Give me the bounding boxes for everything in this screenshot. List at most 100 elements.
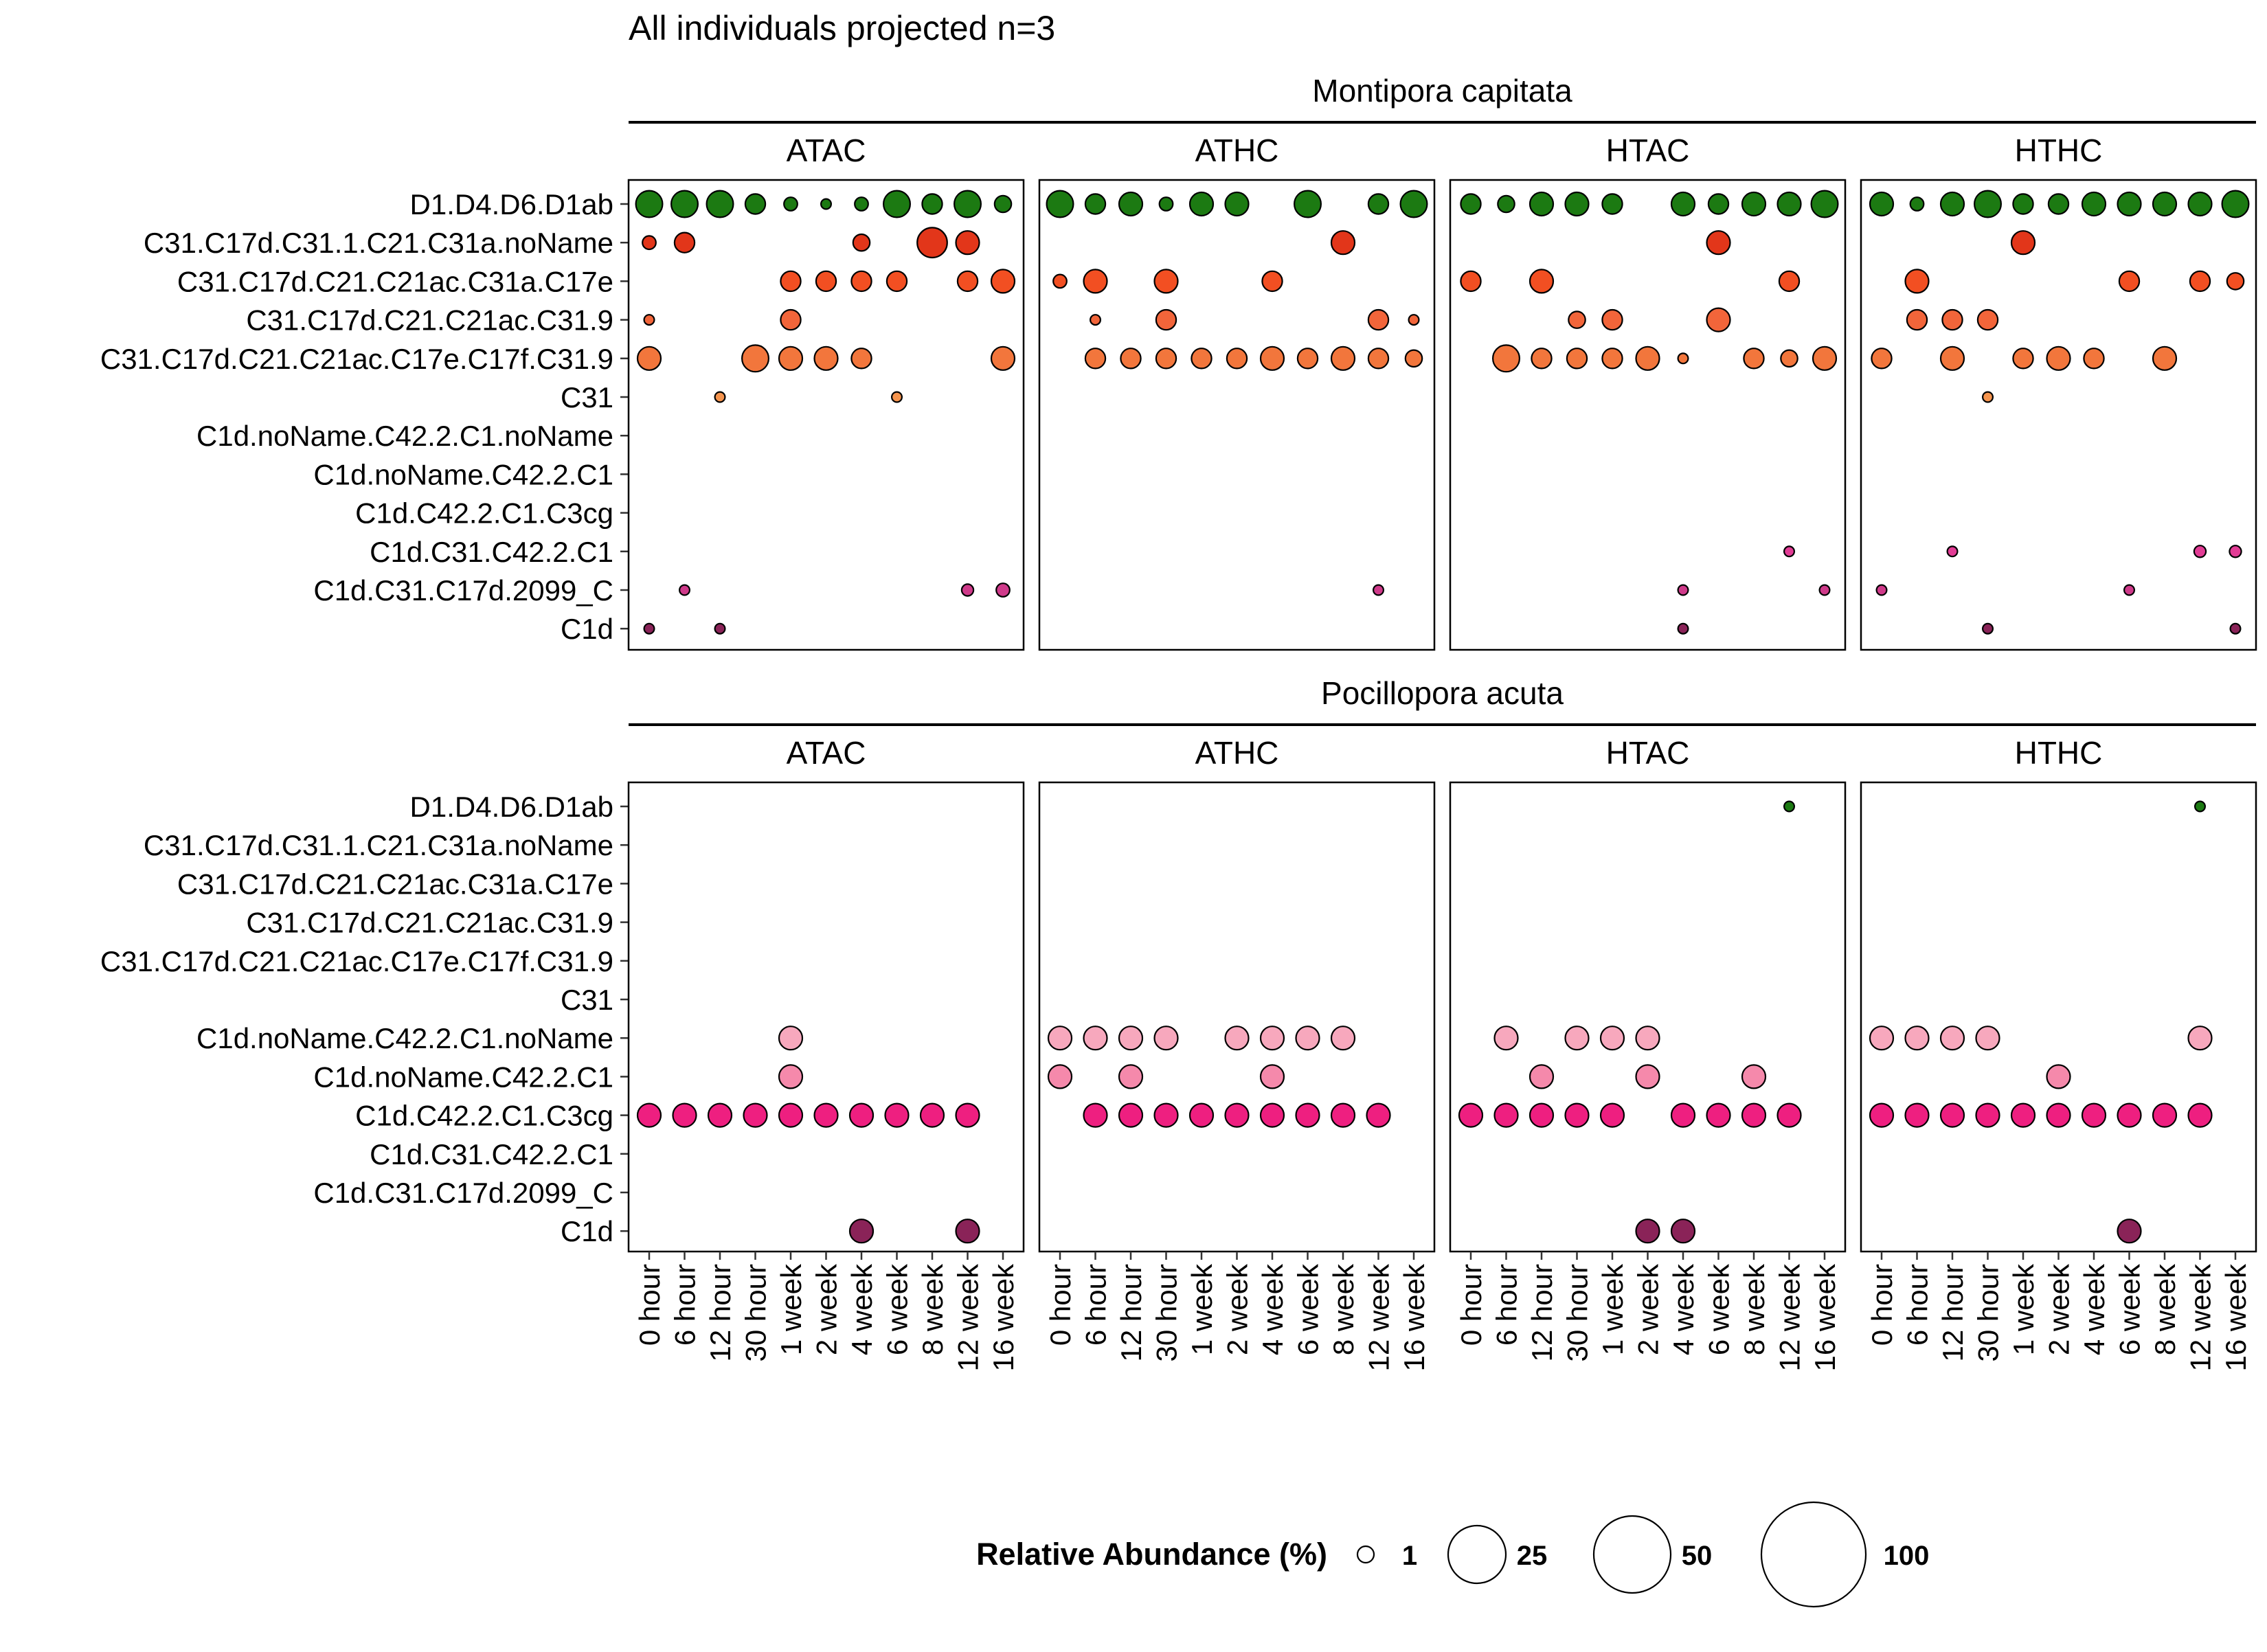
y-tick-label: C1d.C31.C42.2.C1 (370, 536, 613, 568)
bubble-point (1153, 269, 1179, 294)
facet-panel (1449, 781, 1847, 1253)
legend-title: Relative Abundance (%) (976, 1537, 1327, 1572)
bubble-point (1367, 308, 1390, 331)
bubble-point (1083, 269, 1108, 294)
bubble-point (1259, 1026, 1285, 1051)
y-tick-label: C1d.C31.C17d.2099_C (313, 1177, 613, 1209)
y-tick-label: D1.D4.D6.D1ab (410, 791, 613, 823)
bubble-point (1408, 314, 1420, 326)
y-tick-label: C1d.C42.2.C1.C3cg (355, 1100, 613, 1132)
bubble-point (1191, 348, 1213, 370)
bubble-point (1670, 1102, 1696, 1128)
y-tick-label: C31.C17d.C21.C21ac.C31a.C17e (177, 868, 613, 900)
facet-label-athc: ATHC (1195, 735, 1279, 771)
facet-label-athc: ATHC (1195, 133, 1279, 168)
x-tick-label: 0 hour (633, 1264, 666, 1346)
bubble-point (1869, 191, 1895, 217)
bubble-point (1783, 545, 1796, 558)
x-tick-label: 16 week (2220, 1263, 2252, 1371)
bubble-point (1974, 190, 2003, 218)
bubble-point (955, 1219, 980, 1244)
bubble-point (2081, 1102, 2107, 1128)
bubble-point (813, 1102, 839, 1128)
bubble-point (1871, 348, 1893, 370)
bubble-point (1367, 348, 1390, 370)
legend-value-label: 25 (1517, 1541, 1548, 1571)
bubble-point (1052, 273, 1068, 289)
bubble-point (672, 1102, 697, 1128)
chart-title: All individuals projected n=3 (629, 9, 1055, 47)
bubble-point (780, 270, 802, 293)
plot-layer: Montipora capitata D1.D4.D6.D1ab C31.C17d.… (100, 73, 2257, 1371)
bubble-point (1295, 1026, 1320, 1051)
bubble-point (1976, 308, 1999, 331)
x-tick-label: 30 hour (1151, 1264, 1183, 1361)
bubble-point (1677, 584, 1689, 596)
bubble-point (1084, 193, 1107, 215)
bubble-point (995, 582, 1011, 598)
species-strip-label: Montipora capitata (1312, 73, 1572, 109)
bubble-point (1399, 190, 1428, 218)
bubble-point (1635, 1219, 1660, 1244)
bubble-point (1564, 191, 1590, 217)
bubble-point (1677, 622, 1689, 635)
bubble-point (1743, 348, 1765, 370)
y-tick-label: D1.D4.D6.D1ab (410, 188, 613, 220)
bubble-point (1367, 193, 1390, 215)
bubble-point (852, 233, 871, 252)
bubble-point (953, 190, 982, 218)
bubble-point (1599, 1026, 1625, 1051)
facet-panel (1860, 781, 2257, 1253)
bubble-point (1259, 346, 1285, 371)
x-tick-label: 6 week (1292, 1263, 1324, 1355)
bubble-point (1975, 1102, 2000, 1128)
bubble-point (919, 1102, 945, 1128)
bubble-point (2221, 190, 2250, 218)
bubble-point (1293, 190, 1322, 218)
x-tick-label: 12 hour (1937, 1264, 1969, 1361)
x-tick-label: 2 week (1632, 1263, 1665, 1355)
bubble-point (1939, 1026, 1965, 1051)
bubble-point (1939, 346, 1965, 371)
bubble-point (1707, 193, 1730, 215)
legend-value-label: 50 (1682, 1541, 1713, 1571)
legend-value-label: 1 (1402, 1541, 1417, 1571)
bubble-point (2152, 1102, 2178, 1128)
x-tick-label: 4 week (1256, 1263, 1289, 1355)
x-tick-label: 30 hour (740, 1264, 772, 1361)
bubble-point (993, 194, 1013, 214)
bubble-point (1635, 1026, 1660, 1051)
legend: Relative Abundance (%) 1 25 50 100 (976, 1501, 1929, 1608)
bubble-point (820, 198, 832, 210)
bubble-point (642, 235, 657, 251)
x-tick-label: 1 week (1186, 1263, 1218, 1355)
x-tick-label: 12 week (952, 1263, 984, 1371)
x-tick-label: 4 week (2078, 1263, 2110, 1355)
x-tick-label: 0 hour (1044, 1264, 1076, 1346)
y-tick-label: C1d.noName.C42.2.C1.noName (196, 420, 613, 452)
bubble-point (1224, 1102, 1250, 1128)
bubble-point (1366, 1102, 1391, 1128)
bubble-point (1818, 584, 1831, 596)
bubble-point (1046, 190, 1074, 218)
bubble-point (2118, 270, 2141, 293)
bubble-point (744, 193, 767, 215)
x-tick-label: 12 week (2185, 1263, 2217, 1371)
bubble-point (1778, 270, 1801, 293)
x-tick-label: 12 hour (704, 1264, 736, 1361)
bubble-point (1875, 584, 1888, 596)
bubble-point (2194, 800, 2207, 813)
y-tick-label: C1d.noName.C42.2.C1 (313, 1061, 613, 1093)
facet-panel (1038, 781, 1436, 1253)
y-tick-label: C1d.noName.C42.2.C1 (313, 458, 613, 490)
bubble-point (743, 1102, 768, 1128)
y-tick-label: C1d.noName.C42.2.C1.noName (196, 1022, 613, 1054)
y-tick-label: C1d.C31.C42.2.C1 (370, 1138, 613, 1170)
y-tick-label: C1d (561, 1215, 613, 1247)
bubble-point (1120, 348, 1142, 370)
y-tick-label: C1d.C31.C17d.2099_C (313, 574, 613, 607)
x-tick-label: 6 hour (1080, 1264, 1112, 1346)
bubble-point (813, 346, 839, 371)
facet-label-htac: HTAC (1606, 735, 1690, 771)
x-tick-label: 6 hour (669, 1264, 701, 1346)
